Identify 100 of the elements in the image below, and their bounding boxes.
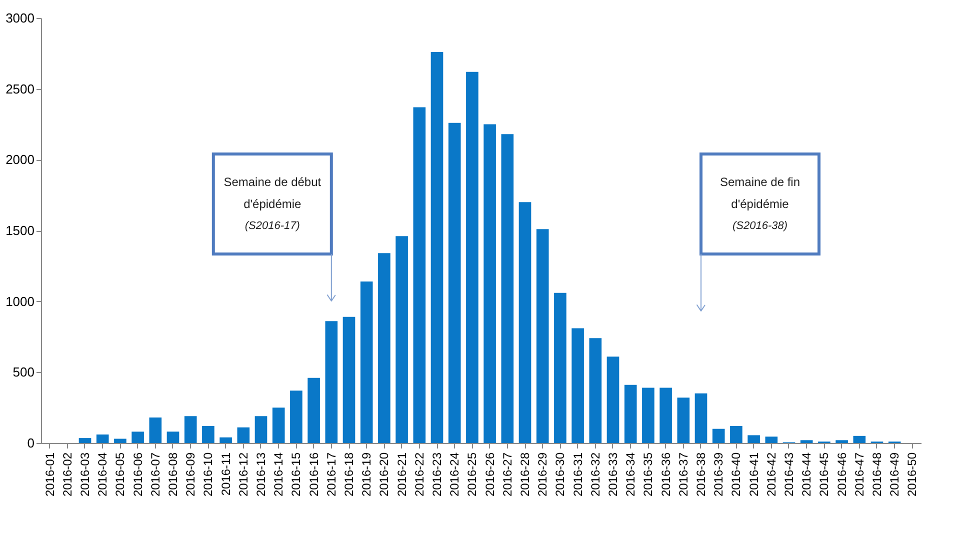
bar [378, 253, 390, 443]
x-tick-label: 2016-09 [184, 452, 198, 497]
x-tick-label: 2016-04 [96, 452, 110, 497]
bar [466, 72, 478, 443]
y-tick-label: 2000 [6, 152, 34, 168]
x-tick-label: 2016-48 [870, 452, 884, 497]
x-tick-label: 2016-49 [888, 452, 902, 497]
bar [149, 418, 162, 443]
bar [694, 393, 708, 443]
x-tick-label: 2016-37 [676, 452, 690, 497]
bar [166, 432, 180, 443]
bar [202, 426, 214, 443]
x-tick-label: 2016-44 [800, 452, 814, 497]
x-tick-label: 2016-28 [518, 452, 532, 497]
x-tick-label: 2016-23 [430, 452, 444, 497]
bar [396, 236, 408, 443]
x-tick-label: 2016-36 [658, 452, 673, 497]
x-tick-label: 2016-15 [289, 452, 304, 497]
x-tick-label: 2016-17 [324, 452, 338, 497]
bar [730, 426, 742, 443]
bar [184, 416, 197, 443]
x-tick-label: 2016-11 [218, 452, 233, 496]
x-tick-label: 2016-14 [272, 452, 286, 497]
bar [78, 438, 92, 443]
bar [360, 282, 373, 443]
bar [308, 378, 320, 443]
bar [220, 437, 232, 443]
y-tick-label: 500 [12, 364, 34, 380]
bar [589, 338, 602, 443]
bar [606, 356, 620, 443]
bar [518, 202, 532, 443]
x-tick-label: 2016-10 [201, 452, 216, 497]
bar [96, 434, 109, 443]
x-tick-label: 2016-31 [570, 452, 585, 497]
x-tick-label: 2016-47 [852, 452, 866, 497]
y-tick-label: 1500 [6, 223, 34, 238]
bar [536, 229, 549, 443]
bar [254, 416, 268, 443]
bar [712, 428, 725, 443]
bar [660, 388, 672, 443]
x-tick-label: 2016-39 [712, 452, 726, 497]
x-tick-label: 2016-35 [641, 452, 656, 497]
y-tick-label: 2500 [6, 81, 34, 96]
x-tick-label: 2016-02 [60, 452, 74, 497]
bar [342, 316, 356, 443]
bar [448, 122, 461, 443]
x-tick-label: 2016-26 [482, 452, 497, 497]
bar [290, 390, 302, 443]
x-tick-label: 2016-38 [694, 452, 708, 497]
bar [765, 436, 778, 443]
x-tick-label: 2016-46 [834, 452, 849, 497]
x-tick-label: 2016-05 [113, 452, 128, 497]
x-tick-label: 2016-13 [254, 452, 268, 497]
bar [325, 321, 338, 443]
bar [132, 432, 144, 443]
bar [836, 440, 848, 443]
x-tick-label: 2016-19 [360, 452, 374, 497]
bar [748, 435, 760, 443]
x-tick-label: 2016-30 [553, 452, 568, 497]
x-tick-label: 2016-12 [236, 452, 250, 497]
x-tick-label: 2016-07 [148, 452, 162, 497]
x-tick-label: 2016-42 [764, 452, 778, 497]
x-tick-label: 2016-40 [729, 452, 744, 497]
x-tick-label: 2016-29 [536, 452, 550, 497]
bar [484, 124, 496, 443]
x-tick-label: 2016-24 [448, 452, 462, 497]
bar [800, 440, 813, 443]
bar [114, 438, 126, 443]
x-tick-label: 2016-08 [166, 452, 180, 497]
x-tick-label: 2016-18 [342, 452, 356, 497]
bar [572, 328, 584, 443]
x-tick-label: 2016-03 [78, 452, 92, 497]
x-tick-label: 2016-22 [412, 452, 426, 497]
x-tick-label: 2016-01 [42, 452, 57, 497]
x-tick-label: 2016-25 [465, 452, 480, 497]
bar [237, 427, 250, 443]
x-tick-label: 2016-34 [624, 452, 638, 497]
bar [554, 292, 566, 443]
ref-line-label: Semaine de début d'épidémie (S2016-17) [224, 175, 322, 232]
y-tick-label: 1000 [6, 294, 34, 309]
x-tick-label: 2016-16 [306, 452, 321, 497]
bar [501, 134, 514, 443]
x-tick-label: 2016-20 [377, 452, 392, 497]
x-tick-label: 2016-32 [588, 452, 602, 497]
bar [642, 388, 654, 443]
x-tick-label: 2016-45 [817, 452, 832, 497]
x-tick-label: 2016-06 [130, 452, 145, 497]
y-tick-label: 3000 [6, 10, 34, 26]
bar [430, 52, 444, 443]
x-tick-label: 2016-33 [606, 452, 620, 497]
bar [413, 107, 426, 443]
y-tick-label: 0 [27, 436, 34, 450]
bar [624, 384, 637, 443]
x-tick-label: 2016-41 [746, 452, 761, 497]
ref-line-label: Semaine de fin d'épidémie (S2016-38) [720, 175, 800, 232]
x-tick-label: 2016-21 [394, 452, 409, 497]
bar [272, 408, 285, 443]
x-tick-label: 2016-27 [500, 452, 514, 497]
x-tick-label: 2016-43 [782, 452, 796, 497]
x-tick-label: 2016-50 [905, 452, 920, 497]
